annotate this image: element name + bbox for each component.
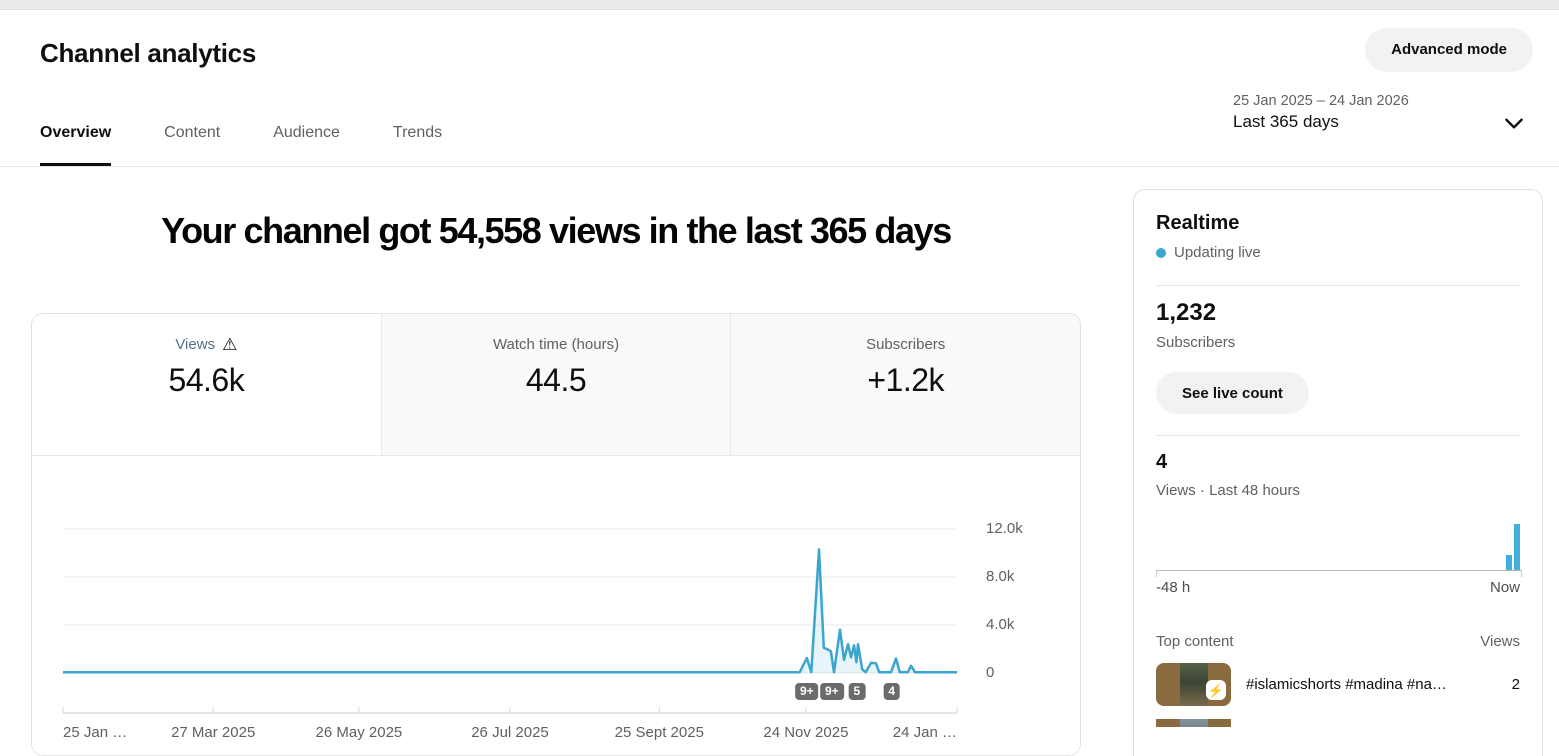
video-thumbnail[interactable] <box>1156 719 1231 727</box>
metric-subscribers-value: +1.2k <box>867 362 945 398</box>
metric-tab-watch-time[interactable]: Watch time (hours) 44.5 <box>381 314 732 455</box>
published-content-marker[interactable]: 5 <box>848 683 866 700</box>
metrics-chart-card: Views ⚠ 54.6k Watch time (hours) 44.5 Su… <box>31 313 1081 756</box>
see-live-count-button[interactable]: See live count <box>1156 372 1309 414</box>
x-axis-tick-label: 25 Sept 2025 <box>614 724 704 741</box>
realtime-bar <box>1514 524 1520 570</box>
shorts-bolt-icon: ⚡ <box>1207 682 1225 698</box>
date-range-text: 25 Jan 2025 – 24 Jan 2026 <box>1233 93 1409 109</box>
metric-tab-views[interactable]: Views ⚠ 54.6k <box>32 314 382 455</box>
shorts-badge-icon: ⚡ <box>1206 680 1226 700</box>
warning-triangle-icon[interactable]: ⚠ <box>222 335 238 354</box>
published-content-marker[interactable]: 4 <box>883 683 901 700</box>
realtime-status: Updating live <box>1156 244 1520 261</box>
published-content-marker[interactable]: 9+ <box>794 683 819 700</box>
metric-tabs: Views ⚠ 54.6k Watch time (hours) 44.5 Su… <box>32 314 1080 456</box>
metric-tab-subscribers[interactable]: Subscribers +1.2k <box>731 314 1080 455</box>
tab-audience[interactable]: Audience <box>273 124 340 141</box>
axis-label-now: Now <box>1489 579 1520 596</box>
x-axis-tick-label: 26 May 2025 <box>315 724 403 741</box>
metric-watchtime-label: Watch time (hours) <box>492 336 620 353</box>
header: Channel analytics Advanced mode 25 Jan 2… <box>0 10 1559 167</box>
y-axis-tick-label: 12.0k <box>986 520 1023 537</box>
y-axis-tick-label: 4.0k <box>986 616 1015 633</box>
tab-overview[interactable]: Overview <box>40 118 112 166</box>
x-axis-tick-label: 26 Jul 2025 <box>471 724 549 741</box>
realtime-title: Realtime <box>1156 212 1240 234</box>
date-range-picker[interactable]: 25 Jan 2025 – 24 Jan 2026 Last 365 days <box>1233 93 1409 132</box>
views-line-chart[interactable]: 0 4.0k 8.0k 12.0k 25 Jan … 27 Mar 2025 26 May … <box>32 456 1080 755</box>
axis-tick <box>1521 571 1522 577</box>
x-axis-tick-label: 24 Nov 2025 <box>763 724 849 741</box>
realtime-status-text: Updating live <box>1174 244 1261 261</box>
date-preset-text: Last 365 days <box>1233 112 1339 131</box>
views-headline: Your channel got 54,558 views in the las… <box>161 210 952 251</box>
video-thumbnail[interactable]: ⚡ <box>1156 663 1231 706</box>
divider <box>1156 285 1520 286</box>
top-content-row[interactable]: ⚡ #islamicshorts #madina #na… 2 <box>1156 663 1520 706</box>
realtime-card: Realtime Updating live 1,232 Subscribers… <box>1133 189 1543 756</box>
y-axis-tick-label: 8.0k <box>986 568 1015 585</box>
tab-trends[interactable]: Trends <box>392 124 443 141</box>
top-content-label: Top content <box>1156 633 1234 650</box>
video-views-count: 2 <box>1511 676 1520 693</box>
page-title: Channel analytics <box>40 38 256 68</box>
top-content-row-partial[interactable] <box>1156 719 1520 727</box>
video-title[interactable]: #islamicshorts #madina #na… <box>1246 676 1447 693</box>
published-content-marker[interactable]: 9+ <box>819 683 844 700</box>
top-content-header: Top content Views <box>1156 633 1520 650</box>
realtime-subscribers-label: Subscribers <box>1156 334 1236 351</box>
axis-tick <box>1156 571 1157 577</box>
metric-subscribers-label: Subscribers <box>866 336 946 353</box>
x-axis-tick-label: 24 Jan … <box>892 724 957 741</box>
thumbnail-image <box>1180 719 1208 727</box>
metric-views-value: 54.6k <box>168 362 245 398</box>
live-dot-icon <box>1156 247 1166 258</box>
views-column-label: Views <box>1480 633 1520 650</box>
realtime-bar-chart <box>1156 509 1522 577</box>
metric-views-label: Views <box>175 336 216 353</box>
top-strip <box>0 0 1559 10</box>
axis-label-48h: -48 h <box>1156 579 1191 596</box>
divider <box>1156 435 1520 436</box>
thumbnail-image <box>1180 663 1208 706</box>
realtime-views-label: Views · Last 48 hours <box>1156 482 1300 499</box>
realtime-views-value: 4 <box>1156 451 1168 473</box>
advanced-mode-button[interactable]: Advanced mode <box>1365 28 1533 72</box>
tab-content[interactable]: Content <box>164 124 221 141</box>
metric-watchtime-value: 44.5 <box>525 362 587 398</box>
realtime-bar <box>1506 555 1512 570</box>
x-axis-tick-label: 25 Jan … <box>63 724 128 741</box>
realtime-axis-labels: -48 h Now <box>1156 579 1520 596</box>
analytics-tabs: Overview Content Audience Trends <box>40 118 442 166</box>
line-chart-canvas <box>62 528 958 714</box>
x-axis-tick-label: 27 Mar 2025 <box>171 724 256 741</box>
realtime-subscribers-value: 1,232 <box>1156 299 1217 326</box>
chevron-down-icon[interactable] <box>1501 110 1527 136</box>
y-axis-tick-label: 0 <box>986 664 995 681</box>
